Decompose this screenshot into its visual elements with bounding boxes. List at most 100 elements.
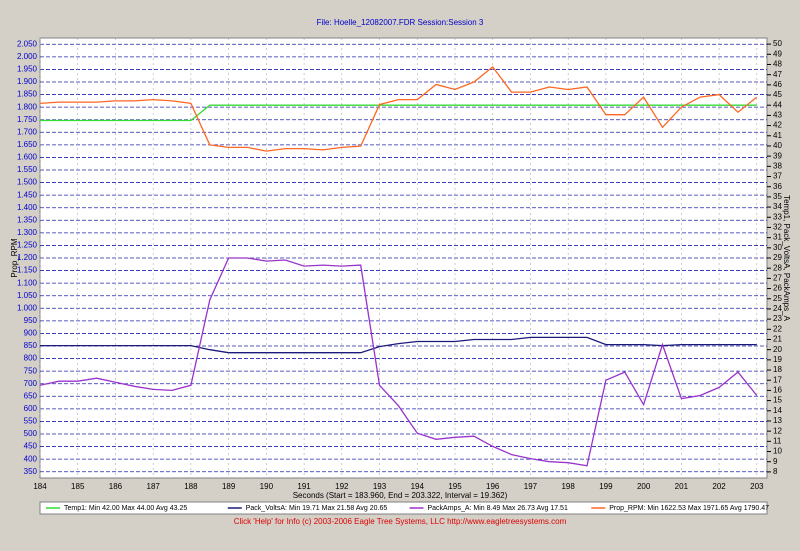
y2-tick-label: 15 — [773, 396, 782, 405]
series-line — [39, 257, 758, 467]
y2-tick-label: 8 — [773, 467, 778, 476]
y2-tick-label: 11 — [773, 436, 782, 445]
x-tick-label: 201 — [675, 482, 689, 491]
y2-tick-label: 21 — [773, 335, 782, 344]
y2-tick-label: 48 — [773, 60, 782, 69]
y2-tick-label: 27 — [773, 273, 782, 282]
y2-tick-label: 40 — [773, 141, 782, 150]
footer: Click 'Help' for Info (c) 2003-2006 Eagl… — [234, 517, 567, 526]
x-tick-label: 194 — [411, 482, 425, 491]
y-tick-label: 750 — [24, 366, 38, 375]
y2-tick-label: 49 — [773, 49, 782, 58]
x-tick-label: 200 — [637, 482, 651, 491]
x-tick-label: 191 — [297, 482, 311, 491]
y2-axis-label: Temp1, Pack_VoltsA, PackAmps_A — [782, 195, 791, 322]
series-line — [39, 65, 758, 152]
y-tick-label: 950 — [24, 316, 38, 325]
y2-tick-label: 39 — [773, 151, 782, 160]
y-tick-label: 1.600 — [17, 153, 38, 162]
y-tick-label: 1.800 — [17, 102, 38, 111]
legend-label: PackAmps_A: Min 8.49 Max 26.73 Avg 17.51 — [428, 505, 568, 512]
y-tick-label: 1.250 — [17, 241, 38, 250]
y-tick-label: 1.150 — [17, 266, 38, 275]
y2-tick-label: 36 — [773, 182, 782, 191]
series-line — [40, 104, 757, 122]
y-tick-label: 1.000 — [17, 303, 38, 312]
y2-tick-label: 32 — [773, 223, 782, 232]
x-tick-label: 197 — [524, 482, 538, 491]
legend-label: Temp1: Min 42.00 Max 44.00 Avg 43.25 — [64, 505, 187, 512]
y2-tick-label: 13 — [773, 416, 782, 425]
y2-tick-label: 14 — [773, 406, 782, 415]
y2-tick-label: 45 — [773, 90, 782, 99]
series-line — [40, 336, 757, 354]
y-tick-label: 1.650 — [17, 140, 38, 149]
y-tick-label: 850 — [24, 341, 38, 350]
y-tick-label: 2.050 — [17, 39, 38, 48]
y2-tick-label: 24 — [773, 304, 782, 313]
y-tick-label: 350 — [24, 467, 38, 476]
y2-tick-label: 29 — [773, 253, 782, 262]
y-tick-label: 450 — [24, 442, 38, 451]
x-tick-label: 184 — [33, 482, 47, 491]
x-tick-label: 202 — [712, 482, 726, 491]
y2-tick-label: 44 — [773, 100, 782, 109]
y2-tick-label: 10 — [773, 447, 782, 456]
x-tick-label: 196 — [486, 482, 500, 491]
y2-tick-label: 17 — [773, 375, 782, 384]
legend — [39, 501, 768, 515]
legend-label: Pack_VoltsA: Min 19.71 Max 21.58 Avg 20.… — [246, 505, 388, 512]
y-tick-label: 1.850 — [17, 90, 38, 99]
y2-tick-label: 42 — [773, 121, 782, 130]
y-tick-label: 1.950 — [17, 65, 38, 74]
y2-tick-label: 31 — [773, 233, 782, 242]
y2-tick-label: 26 — [773, 284, 782, 293]
x-axis-label: Seconds (Start = 183.960, End = 203.322,… — [293, 491, 508, 500]
y-tick-label: 1.550 — [17, 165, 38, 174]
y2-tick-label: 19 — [773, 355, 782, 364]
y2-tick-label: 47 — [773, 70, 782, 79]
x-tick-label: 185 — [71, 482, 85, 491]
x-tick-label: 186 — [109, 482, 123, 491]
y-tick-label: 1.050 — [17, 291, 38, 300]
y-tick-label: 900 — [24, 329, 38, 338]
y2-tick-label: 50 — [773, 39, 782, 48]
y-tick-label: 1.750 — [17, 115, 38, 124]
x-tick-label: 195 — [448, 482, 462, 491]
y2-tick-label: 16 — [773, 386, 782, 395]
y-tick-label: 1.900 — [17, 77, 38, 86]
y-tick-label: 500 — [24, 429, 38, 438]
x-tick-label: 189 — [222, 482, 236, 491]
y-tick-label: 700 — [24, 379, 38, 388]
y2-tick-label: 41 — [773, 131, 782, 140]
y2-tick-label: 25 — [773, 294, 782, 303]
y-axis-label: Prop_RPM — [10, 238, 19, 277]
y2-tick-label: 43 — [773, 111, 782, 120]
y-tick-label: 600 — [24, 404, 38, 413]
y2-tick-label: 30 — [773, 243, 782, 252]
chart-title: File: Hoelle_12082007.FDR Session:Sessio… — [317, 18, 484, 27]
y2-tick-label: 35 — [773, 192, 782, 201]
y-tick-label: 650 — [24, 391, 38, 400]
x-tick-label: 190 — [260, 482, 274, 491]
y-tick-label: 550 — [24, 417, 38, 426]
y-tick-label: 1.300 — [17, 228, 38, 237]
x-tick-label: 192 — [335, 482, 349, 491]
y-tick-label: 1.700 — [17, 127, 38, 136]
y2-tick-label: 18 — [773, 365, 782, 374]
legend-label: Prop_RPM: Min 1622.53 Max 1971.65 Avg 17… — [609, 505, 769, 512]
y-tick-label: 1.350 — [17, 215, 38, 224]
x-tick-label: 198 — [561, 482, 575, 491]
y-tick-label: 2.000 — [17, 52, 38, 61]
y2-tick-label: 20 — [773, 345, 782, 354]
y2-tick-label: 22 — [773, 324, 782, 333]
y-tick-label: 1.450 — [17, 190, 38, 199]
y2-tick-label: 37 — [773, 172, 782, 181]
y-tick-label: 1.200 — [17, 253, 38, 262]
y2-tick-label: 34 — [773, 202, 782, 211]
y-tick-label: 1.400 — [17, 203, 38, 212]
x-tick-label: 187 — [147, 482, 161, 491]
y2-tick-label: 9 — [773, 457, 778, 466]
